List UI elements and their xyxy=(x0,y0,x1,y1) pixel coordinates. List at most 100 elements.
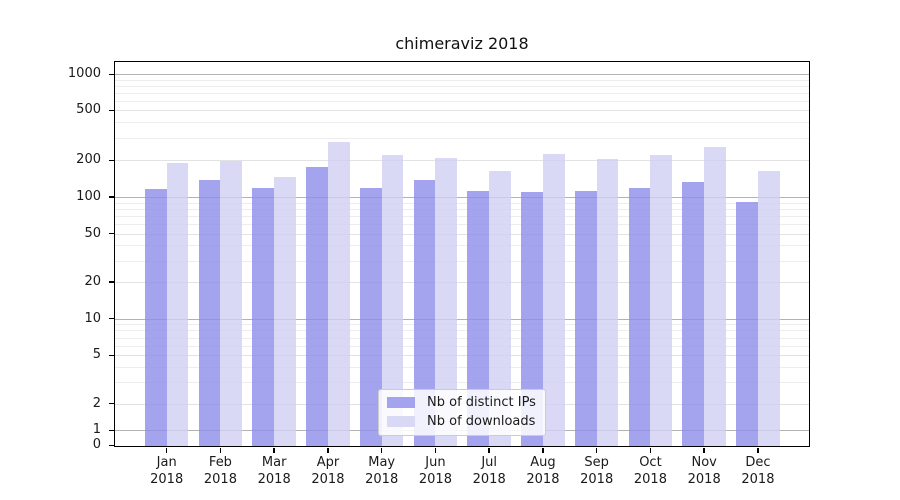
bar-jan-downloads xyxy=(166,162,189,446)
grid-line xyxy=(115,110,809,112)
x-tick-label-apr: Apr 2018 xyxy=(311,455,345,487)
grid-line-minor xyxy=(115,324,809,326)
grid-line-minor xyxy=(115,382,809,384)
bar-may-distinct-ips xyxy=(359,188,382,446)
grid-line xyxy=(115,233,809,235)
grid-line-major xyxy=(115,197,809,199)
grid-line-minor xyxy=(115,260,809,262)
legend-label: Nb of distinct IPs xyxy=(427,395,536,410)
legend-swatch-icon xyxy=(387,397,415,408)
y-tick-mark xyxy=(108,402,114,405)
bar-sep-distinct-ips xyxy=(574,191,597,446)
grid-line-minor xyxy=(115,122,809,124)
legend-row: Nb of downloads xyxy=(387,414,537,429)
bar-mar-downloads xyxy=(274,176,296,446)
y-tick-label: 500 xyxy=(76,102,101,118)
bar-jun-distinct-ips xyxy=(413,180,436,446)
bar-jan-distinct-ips xyxy=(144,189,167,446)
x-tick-label-may: May 2018 xyxy=(365,455,399,487)
bar-apr-downloads xyxy=(327,142,350,446)
bar-jun-downloads xyxy=(435,157,458,446)
x-tick-label-nov: Nov 2018 xyxy=(687,455,721,487)
grid-line-major xyxy=(115,74,809,76)
chart-title: chimeraviz 2018 xyxy=(395,34,529,53)
y-tick-mark xyxy=(108,109,114,112)
grid-line-minor xyxy=(115,245,809,247)
bar-mar-distinct-ips xyxy=(252,187,275,446)
grid-line-minor xyxy=(115,224,809,226)
x-tick-mark xyxy=(219,447,222,453)
grid-line-major xyxy=(115,318,809,320)
x-tick-label-feb: Feb 2018 xyxy=(203,455,237,487)
grid-line-minor xyxy=(115,330,809,332)
x-tick-mark xyxy=(273,447,275,453)
y-tick-mark xyxy=(108,281,114,283)
y-tick-label: 10 xyxy=(84,310,101,326)
x-tick-mark xyxy=(757,447,759,453)
grid-line-minor xyxy=(115,208,809,210)
legend: Nb of distinct IPs Nb of downloads xyxy=(378,389,546,436)
y-tick-mark xyxy=(108,196,114,198)
x-tick-label-sep: Sep 2018 xyxy=(580,455,614,487)
bar-aug-downloads xyxy=(542,154,565,446)
x-tick-mark xyxy=(595,447,598,453)
grid-line-minor xyxy=(115,337,809,339)
x-tick-mark xyxy=(380,447,383,453)
y-tick-mark xyxy=(108,429,114,432)
y-tick-label: 100 xyxy=(76,189,101,204)
x-tick-label-aug: Aug 2018 xyxy=(526,455,560,487)
grid-line-minor xyxy=(115,100,809,102)
y-tick-mark xyxy=(108,159,114,162)
x-tick-mark xyxy=(434,447,437,453)
y-tick-label: 1000 xyxy=(67,66,101,82)
y-tick-label: 50 xyxy=(84,225,101,241)
y-tick-label: 20 xyxy=(84,274,101,289)
legend-label: Nb of downloads xyxy=(427,414,536,429)
x-tick-label-jul: Jul 2018 xyxy=(472,455,506,487)
bar-may-downloads xyxy=(381,155,404,446)
bar-nov-downloads xyxy=(704,147,726,446)
grid-line xyxy=(115,355,809,357)
grid-line-minor xyxy=(115,85,809,87)
bar-apr-distinct-ips xyxy=(306,167,328,446)
bar-feb-downloads xyxy=(220,161,243,446)
x-tick-label-jun: Jun 2018 xyxy=(418,455,452,487)
grid-line-minor xyxy=(115,79,809,81)
y-tick-mark xyxy=(108,73,114,76)
y-tick-mark xyxy=(108,317,114,320)
x-tick-mark xyxy=(649,447,652,453)
grid-line-minor xyxy=(115,138,809,140)
y-tick-label: 5 xyxy=(92,347,101,363)
grid-line xyxy=(115,282,809,283)
bar-dec-downloads xyxy=(757,170,780,446)
grid-line-minor xyxy=(115,202,809,204)
x-tick-mark xyxy=(488,447,490,453)
x-tick-mark xyxy=(703,447,705,453)
x-tick-label-oct: Oct 2018 xyxy=(633,455,667,487)
x-tick-label-dec: Dec 2018 xyxy=(741,455,775,487)
grid-line-minor xyxy=(115,345,809,347)
x-tick-mark xyxy=(165,447,168,453)
grid-line xyxy=(115,160,809,162)
plot-area: chimeraviz 2018 0 1 2 5 10 20 50 100 200 500 1000 … xyxy=(68,34,810,487)
y-tick-mark xyxy=(108,232,114,235)
bar-sep-downloads xyxy=(596,159,619,446)
x-tick-mark xyxy=(542,447,544,453)
x-tick-label-mar: Mar 2018 xyxy=(257,455,291,487)
grid-line-minor xyxy=(115,215,809,217)
bar-jul-distinct-ips xyxy=(467,191,490,446)
y-tick-label: 2 xyxy=(92,395,101,411)
bar-jul-downloads xyxy=(489,170,511,446)
y-tick-mark xyxy=(108,444,114,447)
y-tick-label: 0 xyxy=(92,437,101,453)
bar-nov-distinct-ips xyxy=(682,181,705,446)
y-tick-label: 200 xyxy=(76,152,101,168)
grid-line-minor xyxy=(115,92,809,94)
bar-feb-distinct-ips xyxy=(198,180,221,446)
x-tick-mark xyxy=(327,447,329,453)
y-tick-mark xyxy=(108,354,114,357)
legend-swatch-icon xyxy=(387,416,415,427)
grid-line-minor xyxy=(115,367,809,369)
bar-oct-distinct-ips xyxy=(628,187,651,446)
